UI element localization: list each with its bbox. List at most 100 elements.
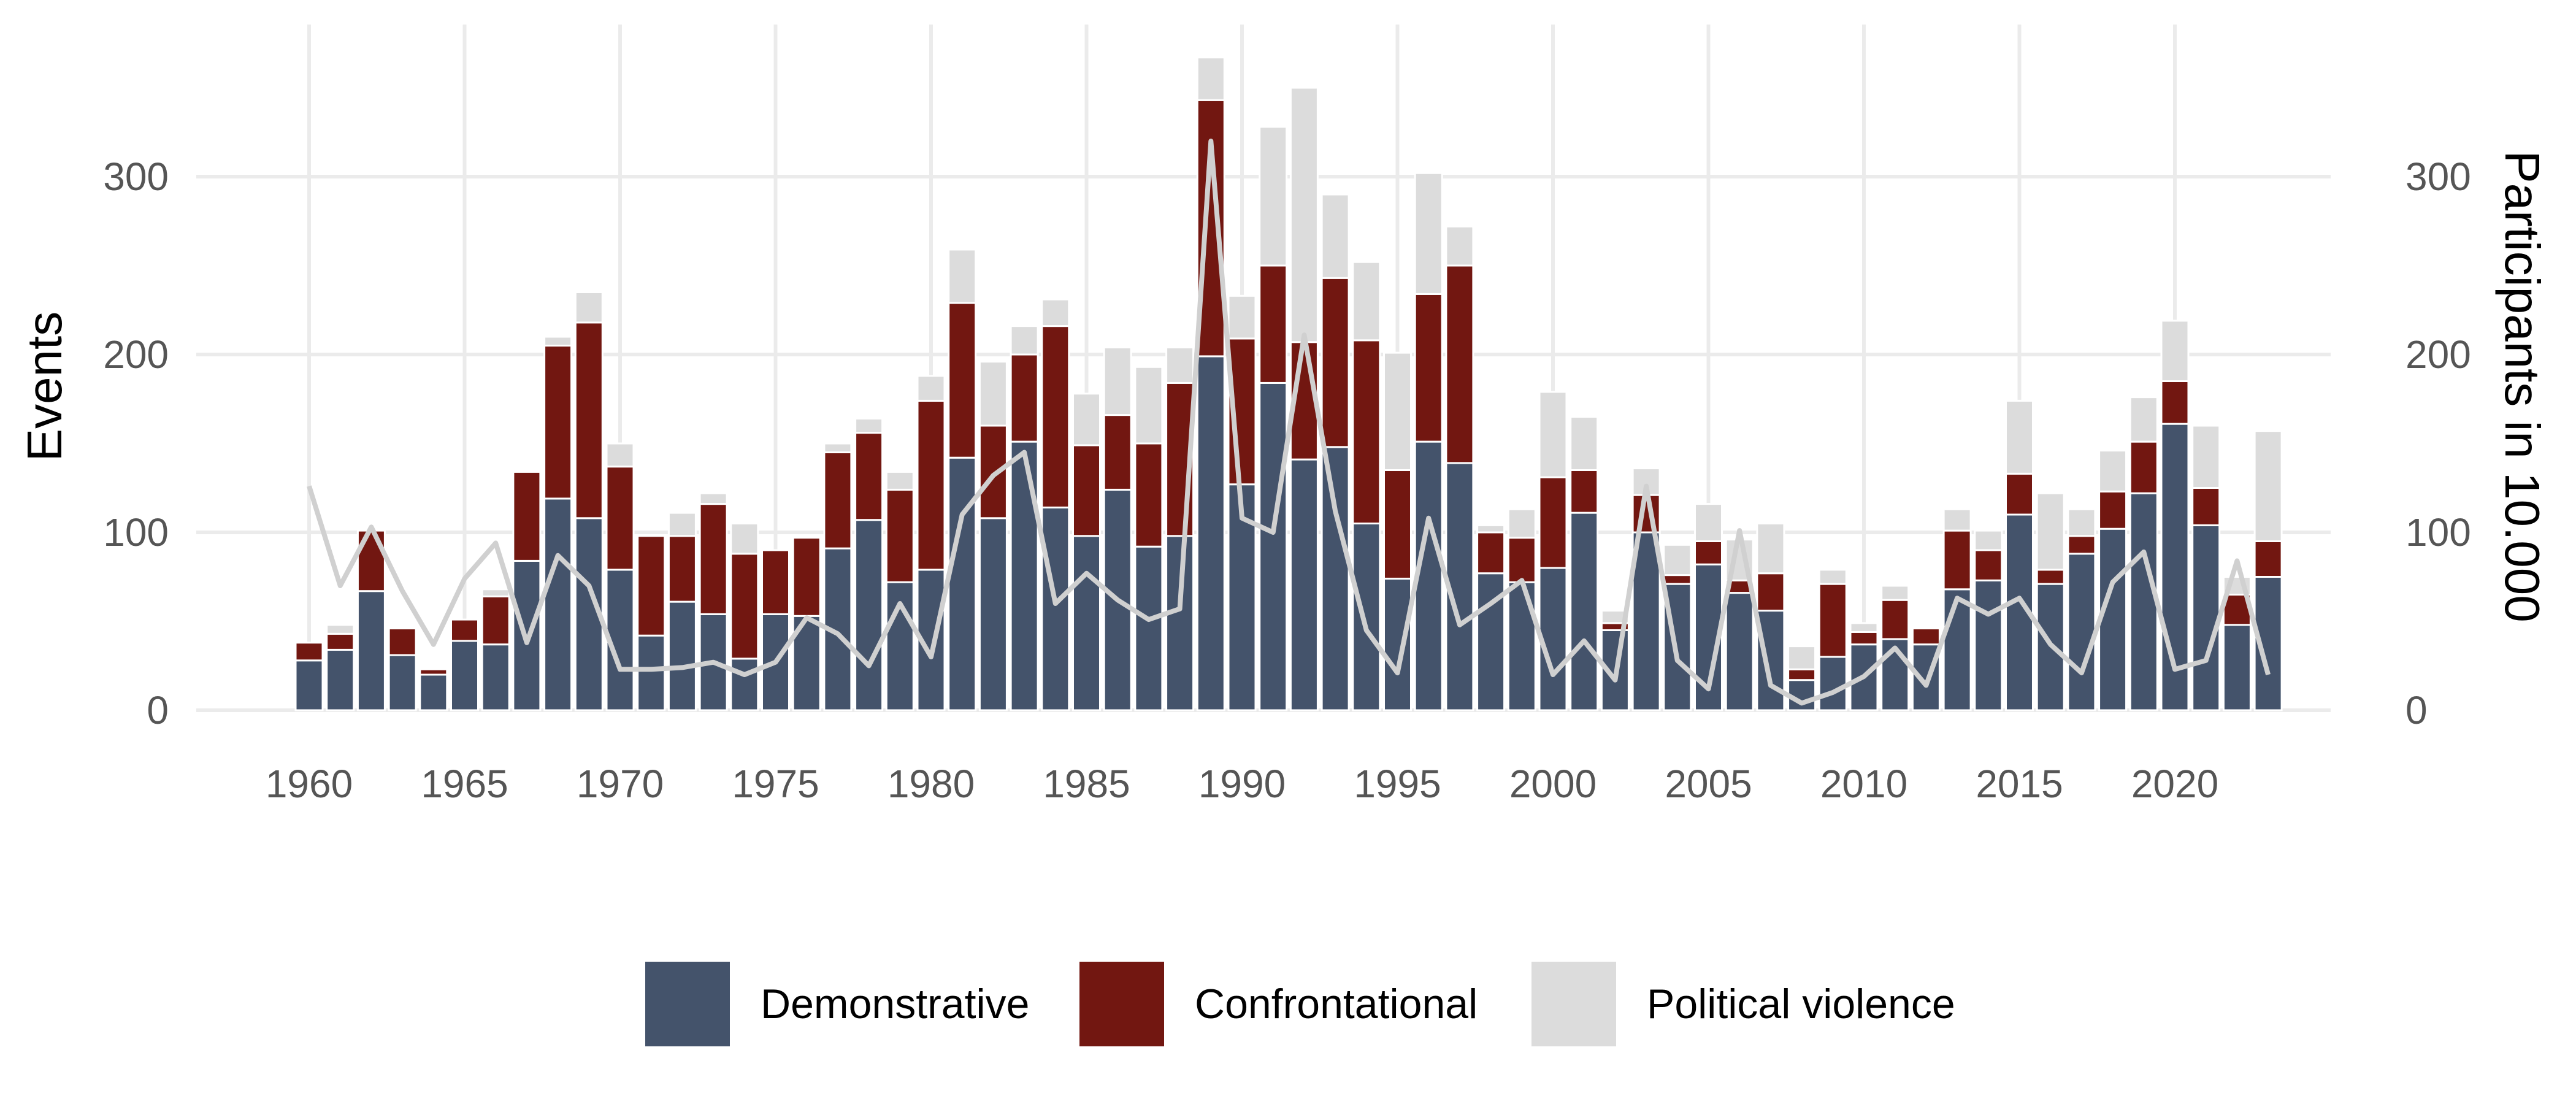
bar-demonstrative-1972 [667,600,697,711]
bar-confrontational-1991 [1259,264,1288,384]
bar-confrontational-1965 [450,618,479,642]
bar-political-violence-2011 [1880,585,1910,601]
bar-confrontational-1967 [512,470,542,562]
bar-confrontational-1972 [667,535,697,603]
bar-demonstrative-1968 [543,497,573,711]
y-tick-label: 100 [103,510,169,554]
bar-demonstrative-2021 [2191,524,2221,711]
bar-confrontational-1977 [823,451,853,550]
bar-demonstrative-1976 [792,615,821,711]
bar-political-violence-1970 [605,442,635,468]
bar-confrontational-2011 [1880,599,1910,640]
x-tick-label: 1970 [577,762,664,806]
bar-political-violence-1986 [1103,346,1132,416]
bar-demonstrative-1971 [637,634,666,711]
bar-confrontational-1987 [1134,442,1163,548]
bar-political-violence-1982 [978,361,1008,427]
bar-demonstrative-2018 [2098,527,2128,711]
y2-tick-label: 200 [2405,332,2471,377]
y2-tick-label: 100 [2405,510,2471,554]
bar-confrontational-1960 [294,642,324,662]
bar-confrontational-2008 [1787,668,1817,681]
bar-political-violence-1990 [1227,294,1257,340]
bar-demonstrative-2007 [1756,610,1785,711]
bar-political-violence-1979 [885,470,914,491]
x-tick-label: 2020 [2131,762,2218,806]
bar-political-violence-1996 [1414,172,1443,295]
bar-confrontational-1998 [1476,531,1506,575]
bar-demonstrative-2006 [1725,592,1754,711]
bar-political-violence-1993 [1321,193,1350,279]
bar-political-violence-2010 [1849,622,1879,633]
participants-line-layer [307,139,2271,706]
bar-confrontational-2010 [1849,631,1879,646]
bar-demonstrative-1983 [1010,440,1039,711]
bar-demonstrative-2003 [1631,531,1661,711]
legend-swatch-confrontational [1079,962,1164,1046]
bar-political-violence-2005 [1694,503,1723,542]
bar-confrontational-1978 [854,432,884,521]
x-tick-label: 1990 [1198,762,1286,806]
x-tick-label: 1995 [1354,762,1441,806]
bar-confrontational-2005 [1694,540,1723,565]
legend-label-demonstrative: Demonstrative [761,981,1029,1027]
bar-demonstrative-1994 [1352,523,1381,711]
bar-demonstrative-1989 [1196,355,1225,711]
bar-confrontational-1981 [948,302,977,459]
bar-political-violence-1974 [730,523,759,555]
bar-demonstrative-2014 [1974,579,2003,711]
bar-political-violence-1995 [1383,351,1412,471]
x-tick-label: 1960 [266,762,353,806]
legend-label-confrontational: Confrontational [1195,981,1478,1027]
bar-demonstrative-1985 [1072,535,1101,711]
bar-political-violence-1998 [1476,524,1506,534]
legend-swatch-demonstrative [645,962,730,1046]
axis-ticks: 0 0 100 100 200 200 300 300 1960 1965 1970 1975 1980… [103,155,2471,806]
y2-tick-label: 0 [2405,688,2428,732]
bar-political-violence-2023 [2253,430,2283,543]
bar-demonstrative-1966 [481,643,510,711]
bar-confrontational-2009 [1818,583,1847,658]
bar-demonstrative-1981 [948,456,977,711]
x-tick-label: 2010 [1820,762,1907,806]
bar-demonstrative-1961 [326,648,355,711]
bar-political-violence-2021 [2191,424,2221,489]
bar-political-violence-2009 [1818,569,1847,585]
bar-political-violence-1992 [1289,86,1319,343]
bar-demonstrative-2009 [1818,656,1847,711]
bar-confrontational-2021 [2191,487,2221,526]
bar-political-violence-2004 [1663,543,1692,577]
bar-demonstrative-2019 [2129,492,2158,711]
bar-political-violence-1999 [1507,508,1536,539]
bar-political-violence-2013 [1942,508,1972,532]
bar-political-violence-2019 [2129,396,2158,443]
bar-confrontational-2013 [1942,529,1972,591]
x-tick-label: 2005 [1665,762,1752,806]
y-tick-label: 0 [147,688,169,732]
y-axis-title: Events [17,312,72,462]
bar-confrontational-1976 [792,537,821,617]
bar-confrontational-1975 [761,549,790,615]
bars [294,56,2283,711]
bar-political-violence-1972 [667,512,697,537]
bar-demonstrative-1987 [1134,545,1163,711]
bar-political-violence-2008 [1787,645,1817,670]
bar-political-violence-1961 [326,624,355,635]
bar-demonstrative-1995 [1383,577,1412,711]
bar-demonstrative-1982 [978,517,1008,711]
bar-political-violence-1988 [1165,346,1195,384]
x-tick-label: 1980 [887,762,975,806]
bar-political-violence-2000 [1538,391,1568,478]
bar-demonstrative-1964 [419,673,448,711]
bar-confrontational-1984 [1041,325,1070,508]
bar-political-violence-1980 [916,375,946,402]
bar-political-violence-2002 [1600,610,1630,624]
y2-tick-label: 300 [2405,155,2471,199]
bar-demonstrative-1974 [730,657,759,711]
legend-label-political-violence: Political violence [1647,981,1955,1027]
bar-demonstrative-1988 [1165,535,1195,711]
bar-confrontational-1966 [481,595,510,646]
bar-confrontational-2007 [1756,572,1785,612]
bar-confrontational-2015 [2005,472,2034,516]
bar-political-violence-2020 [2160,320,2190,383]
